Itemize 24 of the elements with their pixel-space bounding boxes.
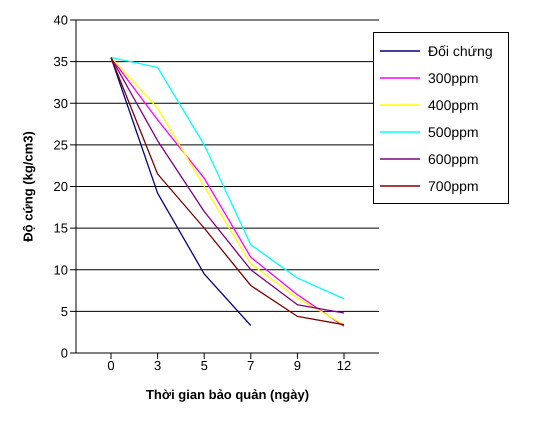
y-tick-label: 0 — [60, 346, 68, 361]
y-axis-title: Độ cứng (kg/cm3) — [20, 131, 36, 242]
y-tick-label: 20 — [54, 179, 68, 194]
x-tick-label: 9 — [294, 358, 302, 374]
x-tick-label: 5 — [200, 358, 208, 374]
legend-label: 300ppm — [428, 70, 479, 86]
y-tick-label: 15 — [54, 220, 68, 236]
legend-label: 600ppm — [428, 150, 479, 166]
y-tick-label: 10 — [54, 262, 68, 278]
x-tick-label: 7 — [247, 358, 254, 374]
y-tick-label: 40 — [54, 12, 68, 28]
x-tick-label: 12 — [336, 358, 352, 374]
legend-label: 500ppm — [428, 124, 479, 140]
y-tick-label: 5 — [60, 304, 68, 319]
line-series — [110, 56, 252, 326]
legend-label: 400ppm — [428, 96, 479, 112]
legend-label: Đối chứng — [428, 42, 493, 58]
x-tick-label: 3 — [154, 358, 162, 374]
y-tick-label: 35 — [54, 54, 68, 70]
x-tick-label: 0 — [107, 358, 115, 374]
y-tick-label: 25 — [54, 137, 68, 152]
legend-label: 700ppm — [428, 178, 479, 194]
y-tick-label: 30 — [54, 96, 68, 111]
x-axis-title: Thời gian bảo quản (ngày) — [146, 387, 310, 402]
